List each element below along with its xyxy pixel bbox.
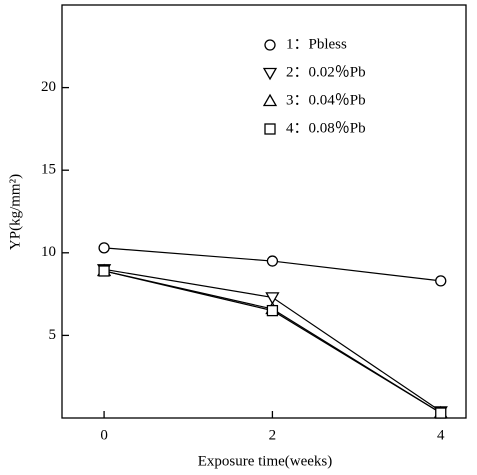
legend-marker (262, 93, 278, 107)
x-axis-label: Exposure time(weeks) (198, 453, 333, 469)
x-tick-label: 2 (269, 427, 277, 443)
x-tick-label: 4 (437, 427, 445, 443)
legend-label: 4：0.08％Pb (286, 120, 366, 136)
y-tick-label: 10 (41, 244, 56, 260)
marker (98, 242, 110, 254)
legend-marker (264, 39, 276, 51)
series-line (103, 268, 442, 412)
y-tick-label: 15 (41, 162, 56, 178)
marker (266, 304, 279, 317)
y-tick-label: 20 (41, 79, 56, 95)
y-axis-label: YP(kg/mm²) (7, 174, 23, 250)
marker (98, 265, 110, 277)
y-tick-label: 5 (49, 327, 57, 343)
marker (435, 407, 447, 419)
legend-label: 2：0.02％Pb (286, 64, 366, 80)
marker (265, 292, 280, 305)
legend-marker (262, 67, 278, 81)
marker (266, 255, 279, 267)
legend-marker (264, 123, 276, 135)
legend-label: 1：Pbless (286, 36, 347, 52)
marker (435, 275, 447, 287)
x-tick-label: 0 (100, 427, 108, 443)
plot-frame (61, 4, 467, 419)
legend-label: 3：0.04％Pb (286, 92, 366, 108)
